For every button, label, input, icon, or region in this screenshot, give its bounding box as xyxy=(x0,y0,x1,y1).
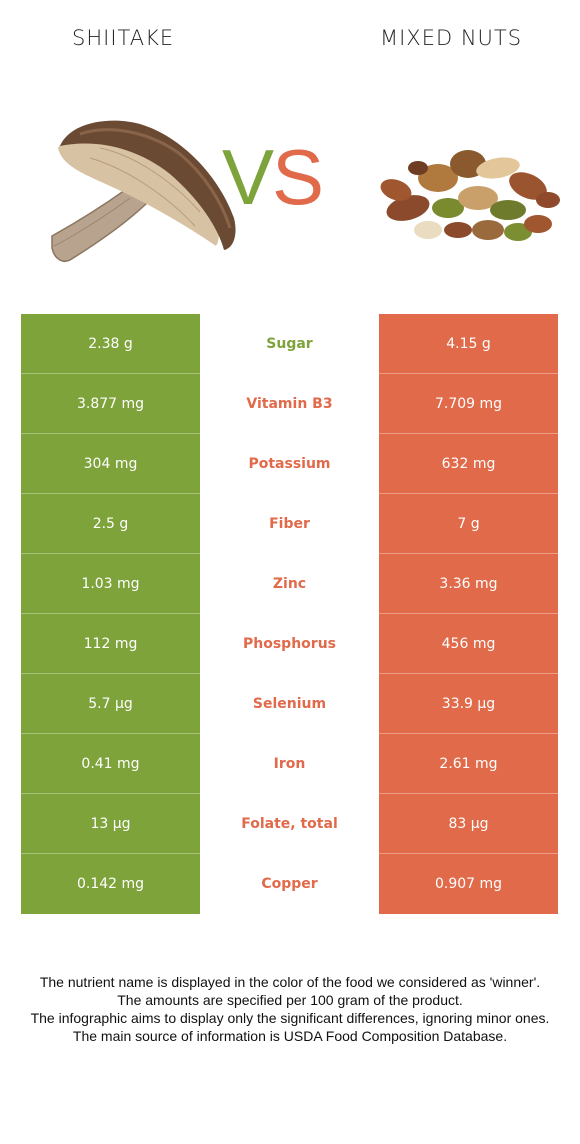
table-row: 1.03 mg Zinc 3.36 mg xyxy=(21,554,558,614)
left-value-cell: 13 µg xyxy=(21,794,200,854)
right-value-cell: 83 µg xyxy=(379,794,558,854)
left-food-title: SHIITAKE xyxy=(72,26,175,50)
table-row: 0.41 mg Iron 2.61 mg xyxy=(21,734,558,794)
left-value-cell: 5.7 µg xyxy=(21,674,200,734)
left-value-cell: 0.142 mg xyxy=(21,854,200,914)
nutrient-name-cell: Selenium xyxy=(200,674,379,734)
table-row: 304 mg Potassium 632 mg xyxy=(21,434,558,494)
table-row: 2.38 g Sugar 4.15 g xyxy=(21,314,558,374)
table-row: 5.7 µg Selenium 33.9 µg xyxy=(21,674,558,734)
footer-notes: The nutrient name is displayed in the co… xyxy=(20,973,560,1045)
right-value-cell: 456 mg xyxy=(379,614,558,674)
right-value-cell: 33.9 µg xyxy=(379,674,558,734)
nutrient-name-cell: Sugar xyxy=(200,314,379,374)
vs-label: VS xyxy=(222,138,324,216)
footer-line-amounts: The amounts are specified per 100 gram o… xyxy=(117,992,463,1008)
nutrient-name-cell: Iron xyxy=(200,734,379,794)
nutrient-name-cell: Potassium xyxy=(200,434,379,494)
shiitake-image xyxy=(51,120,236,262)
vs-s: S xyxy=(272,133,324,221)
left-value-cell: 3.877 mg xyxy=(21,374,200,434)
vs-v: V xyxy=(222,133,274,221)
right-value-cell: 7.709 mg xyxy=(379,374,558,434)
nutrient-name-cell: Vitamin B3 xyxy=(200,374,379,434)
left-value-cell: 1.03 mg xyxy=(21,554,200,614)
nutrient-name-cell: Fiber xyxy=(200,494,379,554)
right-value-cell: 3.36 mg xyxy=(379,554,558,614)
left-value-cell: 0.41 mg xyxy=(21,734,200,794)
table-row: 112 mg Phosphorus 456 mg xyxy=(21,614,558,674)
left-value-cell: 112 mg xyxy=(21,614,200,674)
right-value-cell: 7 g xyxy=(379,494,558,554)
right-value-cell: 2.61 mg xyxy=(379,734,558,794)
left-value-cell: 304 mg xyxy=(21,434,200,494)
nutrient-name-cell: Zinc xyxy=(200,554,379,614)
nutrient-name-cell: Phosphorus xyxy=(200,614,379,674)
right-value-cell: 632 mg xyxy=(379,434,558,494)
table-row: 2.5 g Fiber 7 g xyxy=(21,494,558,554)
right-food-title: MIXED NUTS xyxy=(380,26,523,50)
nutrient-name-cell: Folate, total xyxy=(200,794,379,854)
table-row: 3.877 mg Vitamin B3 7.709 mg xyxy=(21,374,558,434)
right-value-cell: 0.907 mg xyxy=(379,854,558,914)
mixed-nuts-image xyxy=(380,150,560,241)
nutrient-name-cell: Copper xyxy=(200,854,379,914)
left-value-cell: 2.5 g xyxy=(21,494,200,554)
footer-line-aims: The infographic aims to display only the… xyxy=(30,1010,550,1026)
comparison-table: 2.38 g Sugar 4.15 g 3.877 mg Vitamin B3 7.709… xyxy=(21,314,558,914)
right-value-cell: 4.15 g xyxy=(379,314,558,374)
footer-line-winner: The nutrient name is displayed in the co… xyxy=(39,974,541,990)
footer-line-source: The main source of information is USDA F… xyxy=(72,1028,508,1044)
table-row: 13 µg Folate, total 83 µg xyxy=(21,794,558,854)
table-row: 0.142 mg Copper 0.907 mg xyxy=(21,854,558,914)
left-value-cell: 2.38 g xyxy=(21,314,200,374)
